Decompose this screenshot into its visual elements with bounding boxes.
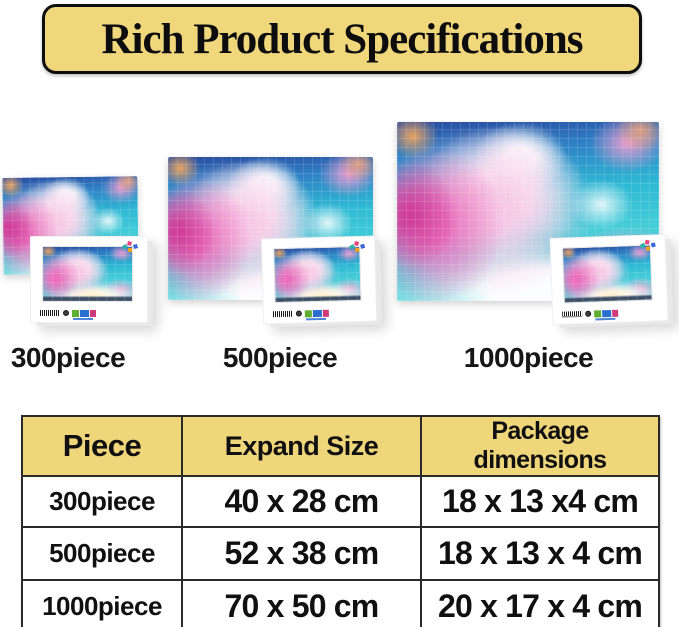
puzzle-pieces-icon [349, 241, 366, 253]
table-row: 300piece 40 x 28 cm 18 x 13 x4 cm [21, 475, 660, 528]
spec-table: Piece Expand Size Package dimensions 300… [21, 415, 660, 627]
box-cover-art [273, 245, 362, 304]
piece-count-label-1000: 1000piece [463, 342, 594, 373]
col-header-expand-size: Expand Size [181, 415, 422, 477]
puzzle-box-300 [30, 236, 148, 323]
barcode-icon [562, 310, 583, 318]
title-banner: Rich Product Specifications [42, 4, 642, 74]
box-cover-art [42, 246, 133, 302]
box-footer [40, 308, 96, 320]
table-row: 1000piece 70 x 50 cm 20 x 17 x 4 cm [21, 579, 660, 627]
cell-500-expand-size: 52 x 38 cm [181, 526, 422, 581]
cell-1000-package-dimensions: 20 x 17 x 4 cm [420, 579, 660, 627]
cell-500-package-dimensions: 18 x 13 x 4 cm [420, 526, 660, 581]
piece-count-label-300: 300piece [10, 342, 126, 373]
col-header-piece: Piece [21, 415, 183, 477]
box-footer [272, 308, 329, 319]
cell-300-expand-size: 40 x 28 cm [181, 475, 422, 528]
barcode-icon [272, 310, 293, 318]
box-cover-art [561, 244, 653, 304]
cell-1000-expand-size: 70 x 50 cm [181, 579, 422, 627]
puzzle-pieces-icon [122, 241, 138, 252]
brand-badge-icon [63, 310, 69, 316]
cell-300-piece: 300piece [21, 475, 183, 528]
page-title: Rich Product Specifications [101, 15, 583, 63]
cell-300-package-dimensions: 18 x 13 x4 cm [420, 475, 660, 528]
brand-logo-icon [304, 309, 329, 317]
brand-logo-icon [594, 309, 619, 318]
brand-logo-icon [72, 309, 96, 320]
puzzle-box-500 [260, 235, 378, 325]
table-row: 500piece 52 x 38 cm 18 x 13 x 4 cm [21, 526, 660, 581]
table-header-row: Piece Expand Size Package dimensions [21, 415, 660, 477]
puzzle-image-500 [168, 157, 373, 300]
col-header-package-dimensions: Package dimensions [420, 415, 660, 477]
piece-count-label-500: 500piece [222, 342, 338, 373]
puzzle-box-1000 [549, 234, 669, 325]
brand-badge-icon [585, 310, 592, 317]
cell-1000-piece: 1000piece [21, 579, 183, 627]
barcode-icon [40, 310, 60, 316]
puzzle-pieces-icon [639, 239, 656, 251]
box-footer [562, 308, 619, 320]
brand-badge-icon [295, 310, 302, 317]
cell-500-piece: 500piece [21, 526, 183, 581]
